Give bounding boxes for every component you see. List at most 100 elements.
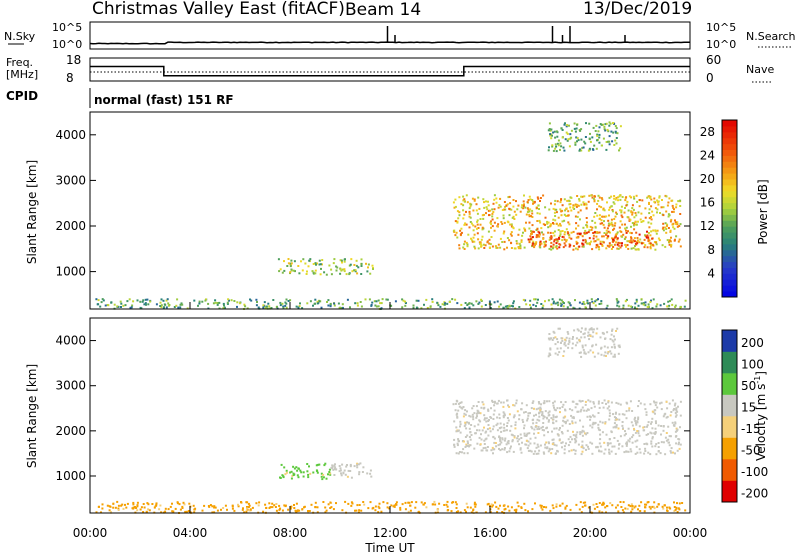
heatmap-cell <box>226 508 228 511</box>
heatmap-cell <box>480 298 483 301</box>
heatmap-cell <box>605 141 608 143</box>
heatmap-cell <box>404 300 407 303</box>
heatmap-cell <box>611 140 614 143</box>
heatmap-cell <box>550 237 553 240</box>
heatmap-cell <box>536 418 539 421</box>
heatmap-cell <box>473 425 476 428</box>
heatmap-cell <box>581 444 584 447</box>
heatmap-cell <box>675 427 678 430</box>
heatmap-cell <box>630 503 633 506</box>
heatmap-cell <box>563 343 566 346</box>
heatmap-cell <box>559 302 562 305</box>
heatmap-cell <box>181 505 184 508</box>
heatmap-cell <box>458 211 461 214</box>
heatmap-cell <box>140 506 143 509</box>
heatmap-cell <box>526 201 529 204</box>
heatmap-cell <box>537 197 540 200</box>
heatmap-cell <box>116 500 119 503</box>
heatmap-cell <box>149 300 152 303</box>
heatmap-cell <box>579 410 582 413</box>
heatmap-cell <box>182 501 185 504</box>
heatmap-cell <box>495 201 498 204</box>
heatmap-cell <box>490 407 492 410</box>
heatmap-cell <box>627 209 630 212</box>
heatmap-cell <box>584 142 587 145</box>
heatmap-cell <box>568 236 571 239</box>
heatmap-cell <box>637 416 640 419</box>
heatmap-cell <box>556 247 559 250</box>
heatmap-cell <box>331 464 334 467</box>
heatmap-cell <box>592 302 595 305</box>
heatmap-cell <box>346 298 349 301</box>
heatmap-cell <box>491 428 494 431</box>
heatmap-cell <box>641 302 644 305</box>
heatmap-cell <box>460 406 463 409</box>
heatmap-cell <box>277 258 280 261</box>
heatmap-cell <box>620 506 623 508</box>
heatmap-cell <box>502 232 505 235</box>
heatmap-cell <box>589 400 592 403</box>
heatmap-cell <box>498 436 501 439</box>
heatmap-cell <box>122 507 125 510</box>
heatmap-cell <box>668 441 670 444</box>
heatmap-cell <box>616 237 619 240</box>
heatmap-cell <box>463 198 466 201</box>
heatmap-cell <box>635 300 638 303</box>
heatmap-cell <box>605 148 608 151</box>
heatmap-cell <box>542 422 545 424</box>
heatmap-cell <box>547 355 550 358</box>
heatmap-cell <box>640 212 643 215</box>
heatmap-cell <box>556 200 559 203</box>
heatmap-cell <box>525 439 528 442</box>
heatmap-cell <box>502 214 505 217</box>
heatmap-cell <box>502 217 505 220</box>
heatmap-cell <box>605 355 607 357</box>
heatmap-cell <box>570 136 573 139</box>
heatmap-cell <box>595 244 598 246</box>
heatmap-cell <box>498 427 501 430</box>
heatmap-cell <box>666 407 669 410</box>
heatmap-cell <box>561 441 564 444</box>
heatmap-cell <box>571 347 574 350</box>
heatmap-cell <box>675 407 678 410</box>
heatmap-cell <box>545 506 548 509</box>
heatmap-cell <box>567 210 570 213</box>
heatmap-cell <box>312 272 315 275</box>
date-label: 13/Dec/2019 <box>583 0 692 19</box>
heatmap-cell <box>645 442 648 445</box>
heatmap-cell <box>593 355 596 358</box>
heatmap-cell <box>540 227 543 230</box>
station-title: Christmas Valley East (fitACF) <box>92 0 345 19</box>
heatmap-cell <box>543 429 545 432</box>
heatmap-cell <box>492 202 495 205</box>
heatmap-cell <box>523 228 526 231</box>
heatmap-cell <box>624 223 626 226</box>
heatmap-cell <box>591 452 594 455</box>
heatmap-cell <box>496 402 499 405</box>
heatmap-cell <box>576 195 579 197</box>
heatmap-cell <box>247 506 250 508</box>
heatmap-cell <box>474 503 477 506</box>
heatmap-cell <box>284 473 287 476</box>
heatmap-cell <box>591 423 594 426</box>
heatmap-cell <box>344 473 347 476</box>
heatmap-cell <box>453 206 456 209</box>
velocity-heatmap-cells <box>95 327 687 514</box>
heatmap-cell <box>528 241 531 244</box>
heatmap-cell <box>558 243 561 246</box>
heatmap-cell <box>615 506 617 509</box>
heatmap-cell <box>576 203 579 206</box>
heatmap-cell <box>616 243 619 246</box>
heatmap-cell <box>501 511 504 513</box>
heatmap-cell <box>143 506 146 509</box>
heatmap-cell <box>679 223 682 226</box>
heatmap-cell <box>554 336 557 339</box>
heatmap-cell <box>601 222 604 225</box>
heatmap-cell <box>514 424 517 426</box>
heatmap-cell <box>578 508 581 511</box>
heatmap-cell <box>669 220 672 223</box>
heatmap-cell <box>577 204 580 207</box>
heatmap-cell <box>213 506 216 509</box>
heatmap-cell <box>490 303 493 306</box>
heatmap-cell <box>574 203 577 206</box>
